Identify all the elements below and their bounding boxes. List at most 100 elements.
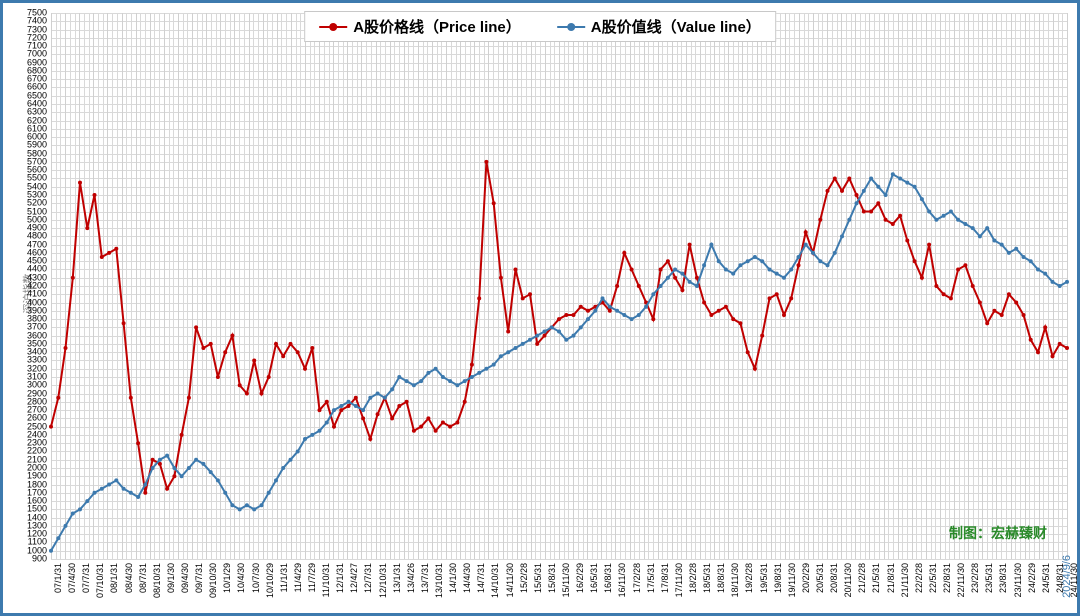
series-marker-value xyxy=(884,193,888,197)
y-tick-label: 4300 xyxy=(13,273,47,282)
series-marker-value xyxy=(992,239,996,243)
x-tick-label: 09/7/31 xyxy=(195,563,204,593)
series-marker-price xyxy=(942,292,946,296)
series-marker-price xyxy=(738,321,742,325)
series-marker-price xyxy=(1043,325,1047,329)
series-marker-price xyxy=(470,363,474,367)
x-tick-label: 20/11/30 xyxy=(844,563,853,597)
y-tick-label: 4000 xyxy=(13,298,47,307)
series-marker-value xyxy=(731,272,735,276)
series-marker-price xyxy=(528,292,532,296)
series-marker-value xyxy=(223,491,227,495)
series-marker-value xyxy=(368,396,372,400)
legend-label-price: A股价格线（Price line） xyxy=(353,16,521,37)
y-tick-label: 1200 xyxy=(13,530,47,539)
series-marker-price xyxy=(898,214,902,218)
x-tick-label: 09/10/30 xyxy=(209,563,218,598)
x-tick-label: 10/10/29 xyxy=(266,563,275,598)
series-marker-value xyxy=(56,536,60,540)
series-marker-price xyxy=(1000,313,1004,317)
x-tick-label: 08/7/31 xyxy=(139,563,148,593)
series-marker-value xyxy=(484,367,488,371)
series-marker-price xyxy=(201,346,205,350)
y-tick-label: 5200 xyxy=(13,199,47,208)
series-marker-price xyxy=(992,309,996,313)
x-tick-label: 14/10/31 xyxy=(491,563,500,598)
series-marker-price xyxy=(71,276,75,280)
series-marker-value xyxy=(927,210,931,214)
series-marker-value xyxy=(702,263,706,267)
x-tick-label: 08/10/31 xyxy=(153,563,162,598)
series-marker-price xyxy=(847,177,851,181)
series-marker-value xyxy=(260,503,264,507)
series-marker-price xyxy=(325,400,329,404)
series-marker-value xyxy=(601,296,605,300)
series-marker-price xyxy=(484,160,488,164)
series-marker-value xyxy=(383,396,387,400)
series-marker-price xyxy=(1065,346,1069,350)
series-marker-price xyxy=(768,296,772,300)
x-tick-label: 15/5/31 xyxy=(534,563,543,593)
y-tick-label: 6000 xyxy=(13,133,47,142)
series-marker-price xyxy=(680,288,684,292)
y-tick-label: 6200 xyxy=(13,116,47,125)
series-marker-price xyxy=(746,350,750,354)
series-marker-value xyxy=(506,350,510,354)
series-marker-value xyxy=(876,185,880,189)
x-tick-label: 20/5/31 xyxy=(816,563,825,593)
series-marker-value xyxy=(441,375,445,379)
series-marker-price xyxy=(608,309,612,313)
series-marker-value xyxy=(194,458,198,462)
x-tick-label: 10/4/30 xyxy=(237,563,246,593)
x-tick-label: 11/10/31 xyxy=(322,563,331,597)
y-tick-label: 7200 xyxy=(13,33,47,42)
x-tick-label: 21/8/31 xyxy=(887,563,896,593)
series-marker-value xyxy=(738,263,742,267)
series-marker-price xyxy=(1007,292,1011,296)
series-marker-price xyxy=(934,284,938,288)
series-marker-value xyxy=(100,487,104,491)
y-tick-label: 2100 xyxy=(13,455,47,464)
series-marker-price xyxy=(78,181,82,185)
x-tick-label: 15/11/30 xyxy=(562,563,571,597)
series-marker-value xyxy=(1029,259,1033,263)
y-tick-label: 5900 xyxy=(13,141,47,150)
series-marker-value xyxy=(564,338,568,342)
y-tick-label: 3800 xyxy=(13,315,47,324)
series-marker-price xyxy=(93,193,97,197)
series-marker-value xyxy=(477,371,481,375)
series-marker-price xyxy=(702,301,706,305)
series-marker-price xyxy=(709,313,713,317)
chart-legend: A股价格线（Price line） A股价值线（Value line） xyxy=(304,11,776,42)
series-marker-value xyxy=(93,491,97,495)
series-marker-value xyxy=(811,251,815,255)
series-marker-value xyxy=(840,234,844,238)
series-marker-value xyxy=(920,197,924,201)
series-marker-price xyxy=(143,491,147,495)
y-tick-label: 3000 xyxy=(13,381,47,390)
series-marker-value xyxy=(942,214,946,218)
series-marker-price xyxy=(361,416,365,420)
series-marker-value xyxy=(760,259,764,263)
watermark: 制图：宏赫臻财 xyxy=(949,523,1047,543)
series-marker-value xyxy=(332,408,336,412)
series-marker-price xyxy=(637,284,641,288)
series-marker-price xyxy=(804,230,808,234)
x-tick-label: 14/11/30 xyxy=(506,563,515,597)
x-tick-label: 17/8/31 xyxy=(661,563,670,593)
series-marker-value xyxy=(1036,268,1040,272)
series-marker-value xyxy=(1000,243,1004,247)
series-marker-price xyxy=(1022,313,1026,317)
x-tick-label: 08/4/30 xyxy=(125,563,134,593)
series-marker-value xyxy=(775,272,779,276)
y-tick-label: 1000 xyxy=(13,546,47,555)
x-tick-label: 22/11/30 xyxy=(957,563,966,597)
series-marker-price xyxy=(172,474,176,478)
y-tick-label: 900 xyxy=(13,555,47,564)
series-marker-price xyxy=(455,421,459,425)
series-marker-price xyxy=(535,342,539,346)
series-marker-value xyxy=(281,466,285,470)
series-line-value xyxy=(51,174,1067,550)
series-marker-value xyxy=(709,243,713,247)
legend-marker-value xyxy=(557,20,585,34)
